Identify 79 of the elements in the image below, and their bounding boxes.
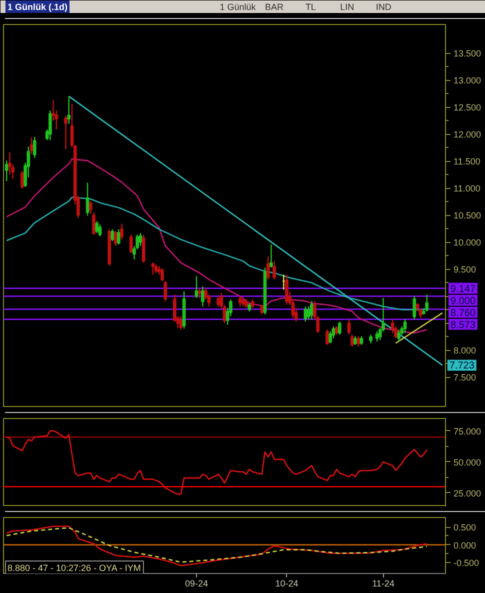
y-tick-label: 11.000 — [454, 184, 480, 194]
y-tick-label: 0.500 — [454, 522, 476, 533]
ref-line-label: 9.000 — [450, 296, 476, 307]
candlestick — [285, 274, 288, 306]
candlestick — [326, 329, 329, 346]
candlestick — [30, 136, 34, 155]
candlestick — [198, 288, 202, 298]
y-tick-label: 12.000 — [454, 130, 482, 140]
y-tick-label: 10.500 — [454, 210, 482, 221]
text: 1 Günlük — [220, 2, 256, 12]
candlestick — [310, 300, 314, 320]
candlestick — [151, 262, 155, 276]
y-tick-label: 9.500 — [454, 264, 476, 275]
candlestick — [270, 244, 273, 268]
candlestick — [64, 115, 68, 150]
candlestick — [160, 268, 164, 282]
candlestick — [238, 296, 242, 308]
candlestick — [110, 228, 114, 242]
candlestick — [425, 294, 428, 312]
candlestick — [216, 296, 220, 308]
candlestick — [412, 296, 416, 320]
candlestick — [266, 256, 270, 280]
candlestick — [338, 321, 342, 336]
candlestick — [86, 182, 90, 216]
annotation: 8.880 - 47 - 10:27:26 - OYA - IYM — [8, 562, 141, 573]
candlestick — [260, 304, 264, 316]
x-tick-label: 11-24 — [372, 578, 394, 588]
candlestick — [120, 223, 124, 240]
candlestick — [129, 234, 133, 254]
candlestick — [32, 136, 36, 159]
y-tick-label: 8.000 — [454, 346, 476, 356]
candlestick — [117, 228, 120, 245]
candlestick — [48, 110, 52, 141]
candlestick — [375, 330, 379, 342]
candlestick — [347, 318, 351, 336]
line-series — [6, 158, 428, 334]
candlestick — [98, 224, 102, 237]
candlestick — [272, 260, 276, 280]
ref-line-label: 8.760 — [450, 308, 476, 319]
ref-line-label: 9.147 — [450, 284, 476, 295]
y-tick-label: 7.500 — [454, 372, 476, 383]
candlestick — [397, 329, 400, 342]
candlestick — [332, 326, 336, 339]
candlestick — [350, 334, 354, 348]
candlestick — [304, 306, 308, 322]
candlestick — [179, 316, 183, 330]
candlestick — [67, 96, 71, 124]
candlestick — [138, 232, 142, 247]
text: TL — [305, 2, 316, 12]
candlestick — [403, 318, 407, 334]
ref-line-label: 8.573 — [450, 320, 476, 331]
y-tick-label: 75.000 — [454, 426, 482, 436]
y-tick-label: 13.000 — [454, 76, 482, 86]
y-tick-label: 10.000 — [454, 238, 482, 248]
candlestick — [8, 152, 12, 176]
text: IND — [376, 2, 392, 12]
y-tick-label: 11.500 — [454, 156, 480, 167]
y-tick-label: 12.500 — [454, 102, 482, 113]
y-tick-label: 25.000 — [454, 488, 482, 498]
line-series — [6, 430, 428, 495]
candlestick — [142, 234, 146, 264]
candlestick — [328, 330, 332, 344]
chart-title: 1 Günlük (.1d) — [8, 2, 68, 12]
candlestick — [356, 336, 360, 348]
y-tick-label: 0.000 — [454, 540, 476, 550]
y-tick-label: 13.500 — [454, 48, 482, 59]
candlestick — [95, 220, 99, 234]
candlestick — [201, 286, 204, 308]
x-tick-label: 10-24 — [275, 578, 298, 588]
text: BAR — [264, 2, 284, 12]
candlestick — [4, 160, 8, 182]
candlestick — [114, 230, 118, 247]
candlestick — [164, 280, 168, 302]
text: LIN — [340, 2, 354, 12]
data-label: 7.723 — [449, 360, 475, 372]
y-tick-label: -0.500 — [454, 558, 480, 568]
x-tick-label: 09-24 — [184, 578, 208, 588]
y-tick-label: 50.000 — [454, 457, 482, 468]
candlestick — [20, 170, 24, 189]
